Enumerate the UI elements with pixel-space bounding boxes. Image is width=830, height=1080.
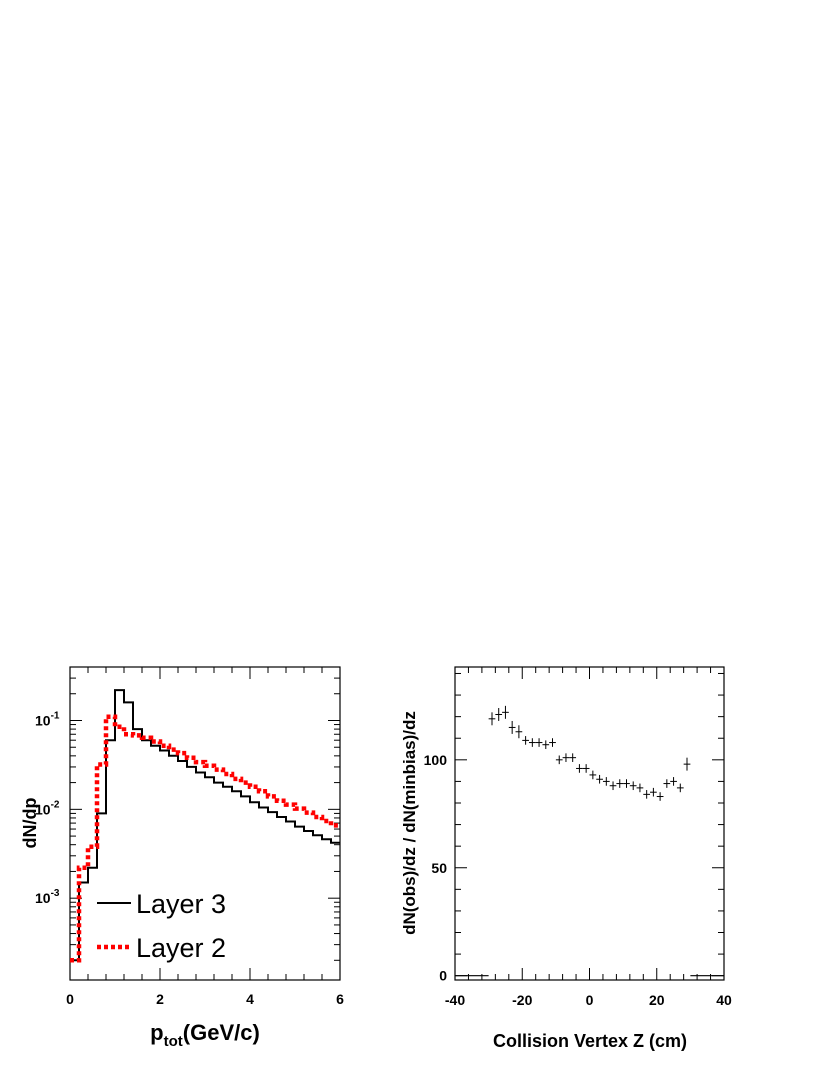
data-point xyxy=(683,757,691,771)
data-point xyxy=(616,779,624,788)
right-x-tick-label: 20 xyxy=(649,992,665,1008)
left-axis-ticks xyxy=(69,666,341,980)
right-x-tick-label: 0 xyxy=(586,992,594,1008)
data-point xyxy=(589,770,597,780)
right-y-tick-labels: 0 50 100 xyxy=(424,752,448,984)
right-chart-panel: -40 -20 0 20 40 0 50 100 Collision Vertex Z (c… xyxy=(400,666,732,1051)
left-x-axis-title-units: (GeV/c) xyxy=(183,1020,260,1045)
right-x-axis-title: Collision Vertex Z (cm) xyxy=(493,1031,687,1051)
data-point xyxy=(656,792,664,801)
data-point xyxy=(542,740,550,750)
data-point xyxy=(549,738,556,747)
data-point xyxy=(495,708,503,721)
data-point xyxy=(535,738,543,747)
right-x-tick-label: 40 xyxy=(716,992,732,1008)
data-point xyxy=(562,753,570,762)
series-line-layer-2 xyxy=(70,714,340,963)
data-point xyxy=(602,777,610,786)
data-point xyxy=(508,720,516,734)
data-point xyxy=(609,781,617,791)
data-point xyxy=(636,783,644,793)
data-point xyxy=(643,790,651,799)
data-point xyxy=(522,736,529,745)
left-y-tick-label: 10-1 xyxy=(35,710,60,728)
data-point xyxy=(569,753,577,762)
right-y-axis-title: dN(obs)/dz / dN(minbias)/dz xyxy=(400,711,419,935)
right-y-tick-label: 50 xyxy=(431,860,447,876)
left-x-axis-title-main: p xyxy=(150,1020,163,1045)
left-y-tick-labels: 10-3 10-2 10-1 xyxy=(35,710,60,906)
data-point xyxy=(515,725,523,739)
data-point xyxy=(650,787,657,797)
left-x-tick-label: 4 xyxy=(246,991,254,1007)
left-x-tick-label: 2 xyxy=(156,991,164,1007)
data-point xyxy=(528,738,536,747)
data-point xyxy=(629,781,637,791)
series-line-layer-3 xyxy=(70,689,340,962)
data-point xyxy=(488,712,496,726)
data-point xyxy=(663,779,671,788)
left-x-tick-label: 0 xyxy=(66,991,74,1007)
left-chart-panel: 0 2 4 6 10-3 10-2 10-1 ptot(GeV/c) dN/dp Laye… xyxy=(20,666,344,1050)
right-x-tick-label: -40 xyxy=(445,992,465,1008)
left-legend: Layer 3 Layer 2 xyxy=(97,889,226,963)
left-x-axis-title: ptot(GeV/c) xyxy=(150,1020,260,1050)
left-y-axis-title: dN/dp xyxy=(20,798,40,849)
right-data-points xyxy=(455,705,724,977)
legend-label-layer2: Layer 2 xyxy=(136,933,226,963)
data-point xyxy=(623,779,630,788)
left-x-tick-labels: 0 2 4 6 xyxy=(66,991,344,1007)
data-point xyxy=(670,777,677,786)
left-y-tick-label: 10-3 xyxy=(35,888,60,906)
right-plot-frame xyxy=(454,666,725,981)
legend-label-layer3: Layer 3 xyxy=(136,889,226,919)
data-point xyxy=(555,755,563,765)
left-x-axis-title-subscript: tot xyxy=(164,1033,183,1050)
right-y-tick-label: 100 xyxy=(424,752,448,768)
left-series-layer xyxy=(70,689,340,963)
right-axis-ticks xyxy=(454,667,725,980)
data-point xyxy=(502,705,509,719)
data-point xyxy=(576,764,583,773)
left-x-tick-label: 6 xyxy=(336,991,344,1007)
right-y-tick-label: 0 xyxy=(439,968,447,984)
right-x-tick-labels: -40 -20 0 20 40 xyxy=(445,992,732,1008)
data-point xyxy=(676,783,684,793)
right-x-tick-label: -20 xyxy=(512,992,532,1008)
data-point xyxy=(582,764,590,773)
left-y-tick-label: 10-2 xyxy=(35,799,60,817)
data-point xyxy=(596,774,603,784)
